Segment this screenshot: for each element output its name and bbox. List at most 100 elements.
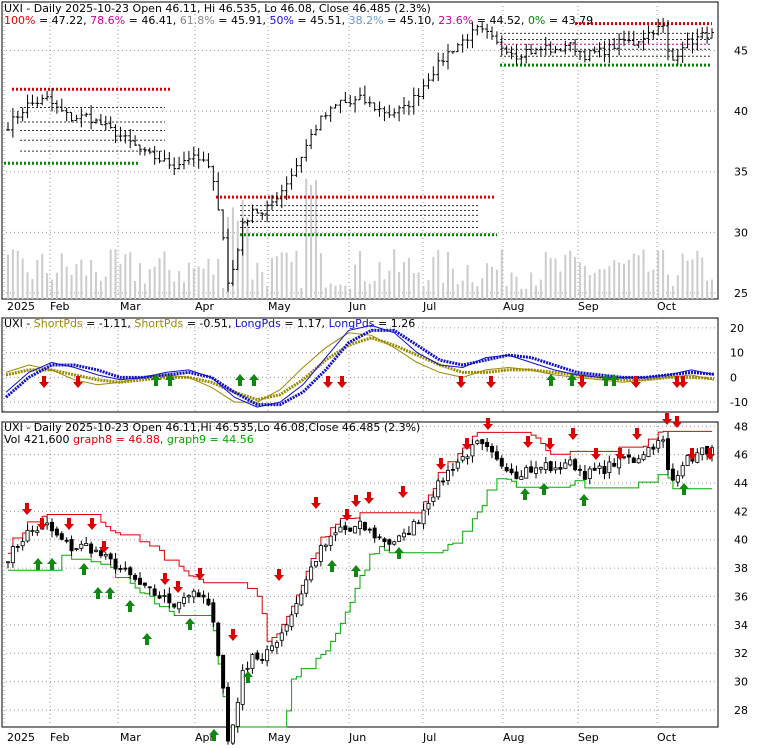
p3-candle-body	[514, 471, 519, 480]
p3-candle-body	[377, 536, 382, 539]
p2-legend-value: = 1.17,	[281, 317, 329, 330]
volume-bar	[662, 249, 665, 299]
arrow-down-icon	[364, 492, 374, 504]
volume-bar	[510, 272, 513, 299]
p3-candle-body	[568, 459, 573, 466]
p3-candle-body	[89, 543, 94, 554]
p3-candle-body	[137, 577, 142, 585]
p3-candle-body	[284, 624, 289, 632]
p3-candle-body	[602, 465, 607, 474]
p3-candle-body	[382, 538, 387, 543]
volume-bar	[231, 207, 234, 299]
p1-x-tick-label: Apr	[195, 300, 215, 313]
volume-bar	[359, 251, 361, 299]
fib-label: 0%	[528, 14, 545, 27]
p3-x-tick-label: Jul	[422, 731, 436, 744]
p3-candle-body	[695, 452, 700, 463]
p3-candle-body	[279, 632, 284, 641]
p3-candle-body	[338, 526, 343, 533]
volume-bar	[217, 258, 220, 299]
arrow-up-icon	[125, 600, 135, 612]
p3-candle-body	[221, 654, 226, 689]
p3-y-tick-label: 48	[734, 420, 748, 433]
arrow-down-icon	[687, 448, 697, 460]
volume-bar	[310, 184, 313, 299]
arrow-down-icon	[64, 518, 74, 530]
p3-x-tick-label: Mar	[120, 731, 141, 744]
fib-label: 50%	[269, 14, 293, 27]
volume-bar	[466, 264, 469, 299]
p3-candle-body	[499, 457, 504, 467]
volume-bar	[11, 249, 14, 299]
p3-candle-body	[15, 546, 20, 548]
p2-series-line-2	[5, 324, 715, 408]
volume-bar	[183, 282, 185, 299]
volume-bar	[393, 249, 396, 299]
volume-bar	[173, 281, 176, 299]
volume-bar	[114, 249, 117, 299]
volume-bar	[383, 279, 386, 299]
p3-candle-body	[343, 525, 348, 531]
p3-candle-body	[685, 455, 690, 467]
p3-candle-body	[128, 567, 133, 576]
volume-bar	[388, 270, 391, 299]
volume-bar	[271, 258, 273, 299]
volume-bar	[476, 285, 479, 299]
arrow-up-icon	[142, 633, 152, 645]
p3-candle-body	[201, 594, 206, 598]
volume-bar	[363, 281, 366, 299]
volume-bar	[417, 272, 420, 299]
p3-candle-body	[573, 459, 578, 471]
p3-candle-body	[186, 595, 191, 598]
arrow-down-icon	[436, 458, 446, 470]
volume-bar	[285, 252, 288, 299]
arrow-down-icon	[274, 569, 284, 581]
p1-header-fib: 100% = 47.22, 78.6% = 46.41, 61.8% = 45.…	[4, 14, 593, 27]
arrow-down-icon	[632, 428, 642, 440]
volume-bar	[246, 217, 249, 299]
volume-bar	[500, 249, 503, 299]
p2-y-tick-label: 0	[730, 371, 737, 384]
p3-candle-body	[142, 582, 147, 586]
fib-value: = 43.79	[545, 14, 593, 27]
volume-bar	[60, 253, 63, 299]
volume-bar	[109, 249, 112, 299]
p2-y-tick-label: -10	[730, 396, 748, 409]
p3-candle-body	[465, 456, 470, 459]
volume-bar	[696, 250, 699, 299]
volume-bar	[373, 280, 376, 299]
p3-candle-body	[289, 614, 294, 627]
volume-bar	[290, 261, 293, 299]
p3-candle-body	[113, 558, 118, 570]
volume-bar	[657, 250, 660, 299]
p3-arrows	[22, 413, 715, 741]
arrow-down-icon	[398, 486, 408, 498]
p3-legend-graph8: graph8 = 46.88,	[73, 433, 167, 446]
arrow-down-icon	[342, 509, 352, 521]
p3-candle-body	[367, 528, 372, 531]
volume-bar	[637, 255, 640, 299]
panel-3-frame	[1, 421, 719, 728]
p3-candle-body	[651, 446, 656, 450]
arrow-up-icon	[327, 560, 337, 572]
volume-bar	[711, 279, 713, 299]
p3-candle-body	[245, 667, 250, 670]
p3-candle-body	[265, 649, 270, 662]
p3-candle-body	[309, 566, 314, 581]
p1-header-title: UXI - Daily 2025-10-23 Open 46.11, Hi 46…	[4, 2, 431, 15]
volume-bar	[143, 283, 146, 299]
p3-candle-body	[509, 468, 514, 474]
arrow-up-icon	[351, 565, 361, 577]
p3-candle-body	[45, 522, 50, 526]
p3-candle-body	[362, 522, 367, 531]
volume-bar	[192, 268, 195, 299]
volume-bar	[124, 254, 127, 299]
volume-bar	[300, 287, 303, 299]
fib-value: = 45.10,	[384, 14, 439, 27]
volume-bar	[354, 264, 357, 299]
volume-bar	[46, 273, 49, 299]
p3-candle-body	[411, 521, 416, 536]
volume-bar	[75, 264, 78, 299]
volume-bar	[539, 279, 542, 299]
arrow-up-icon	[520, 488, 530, 500]
